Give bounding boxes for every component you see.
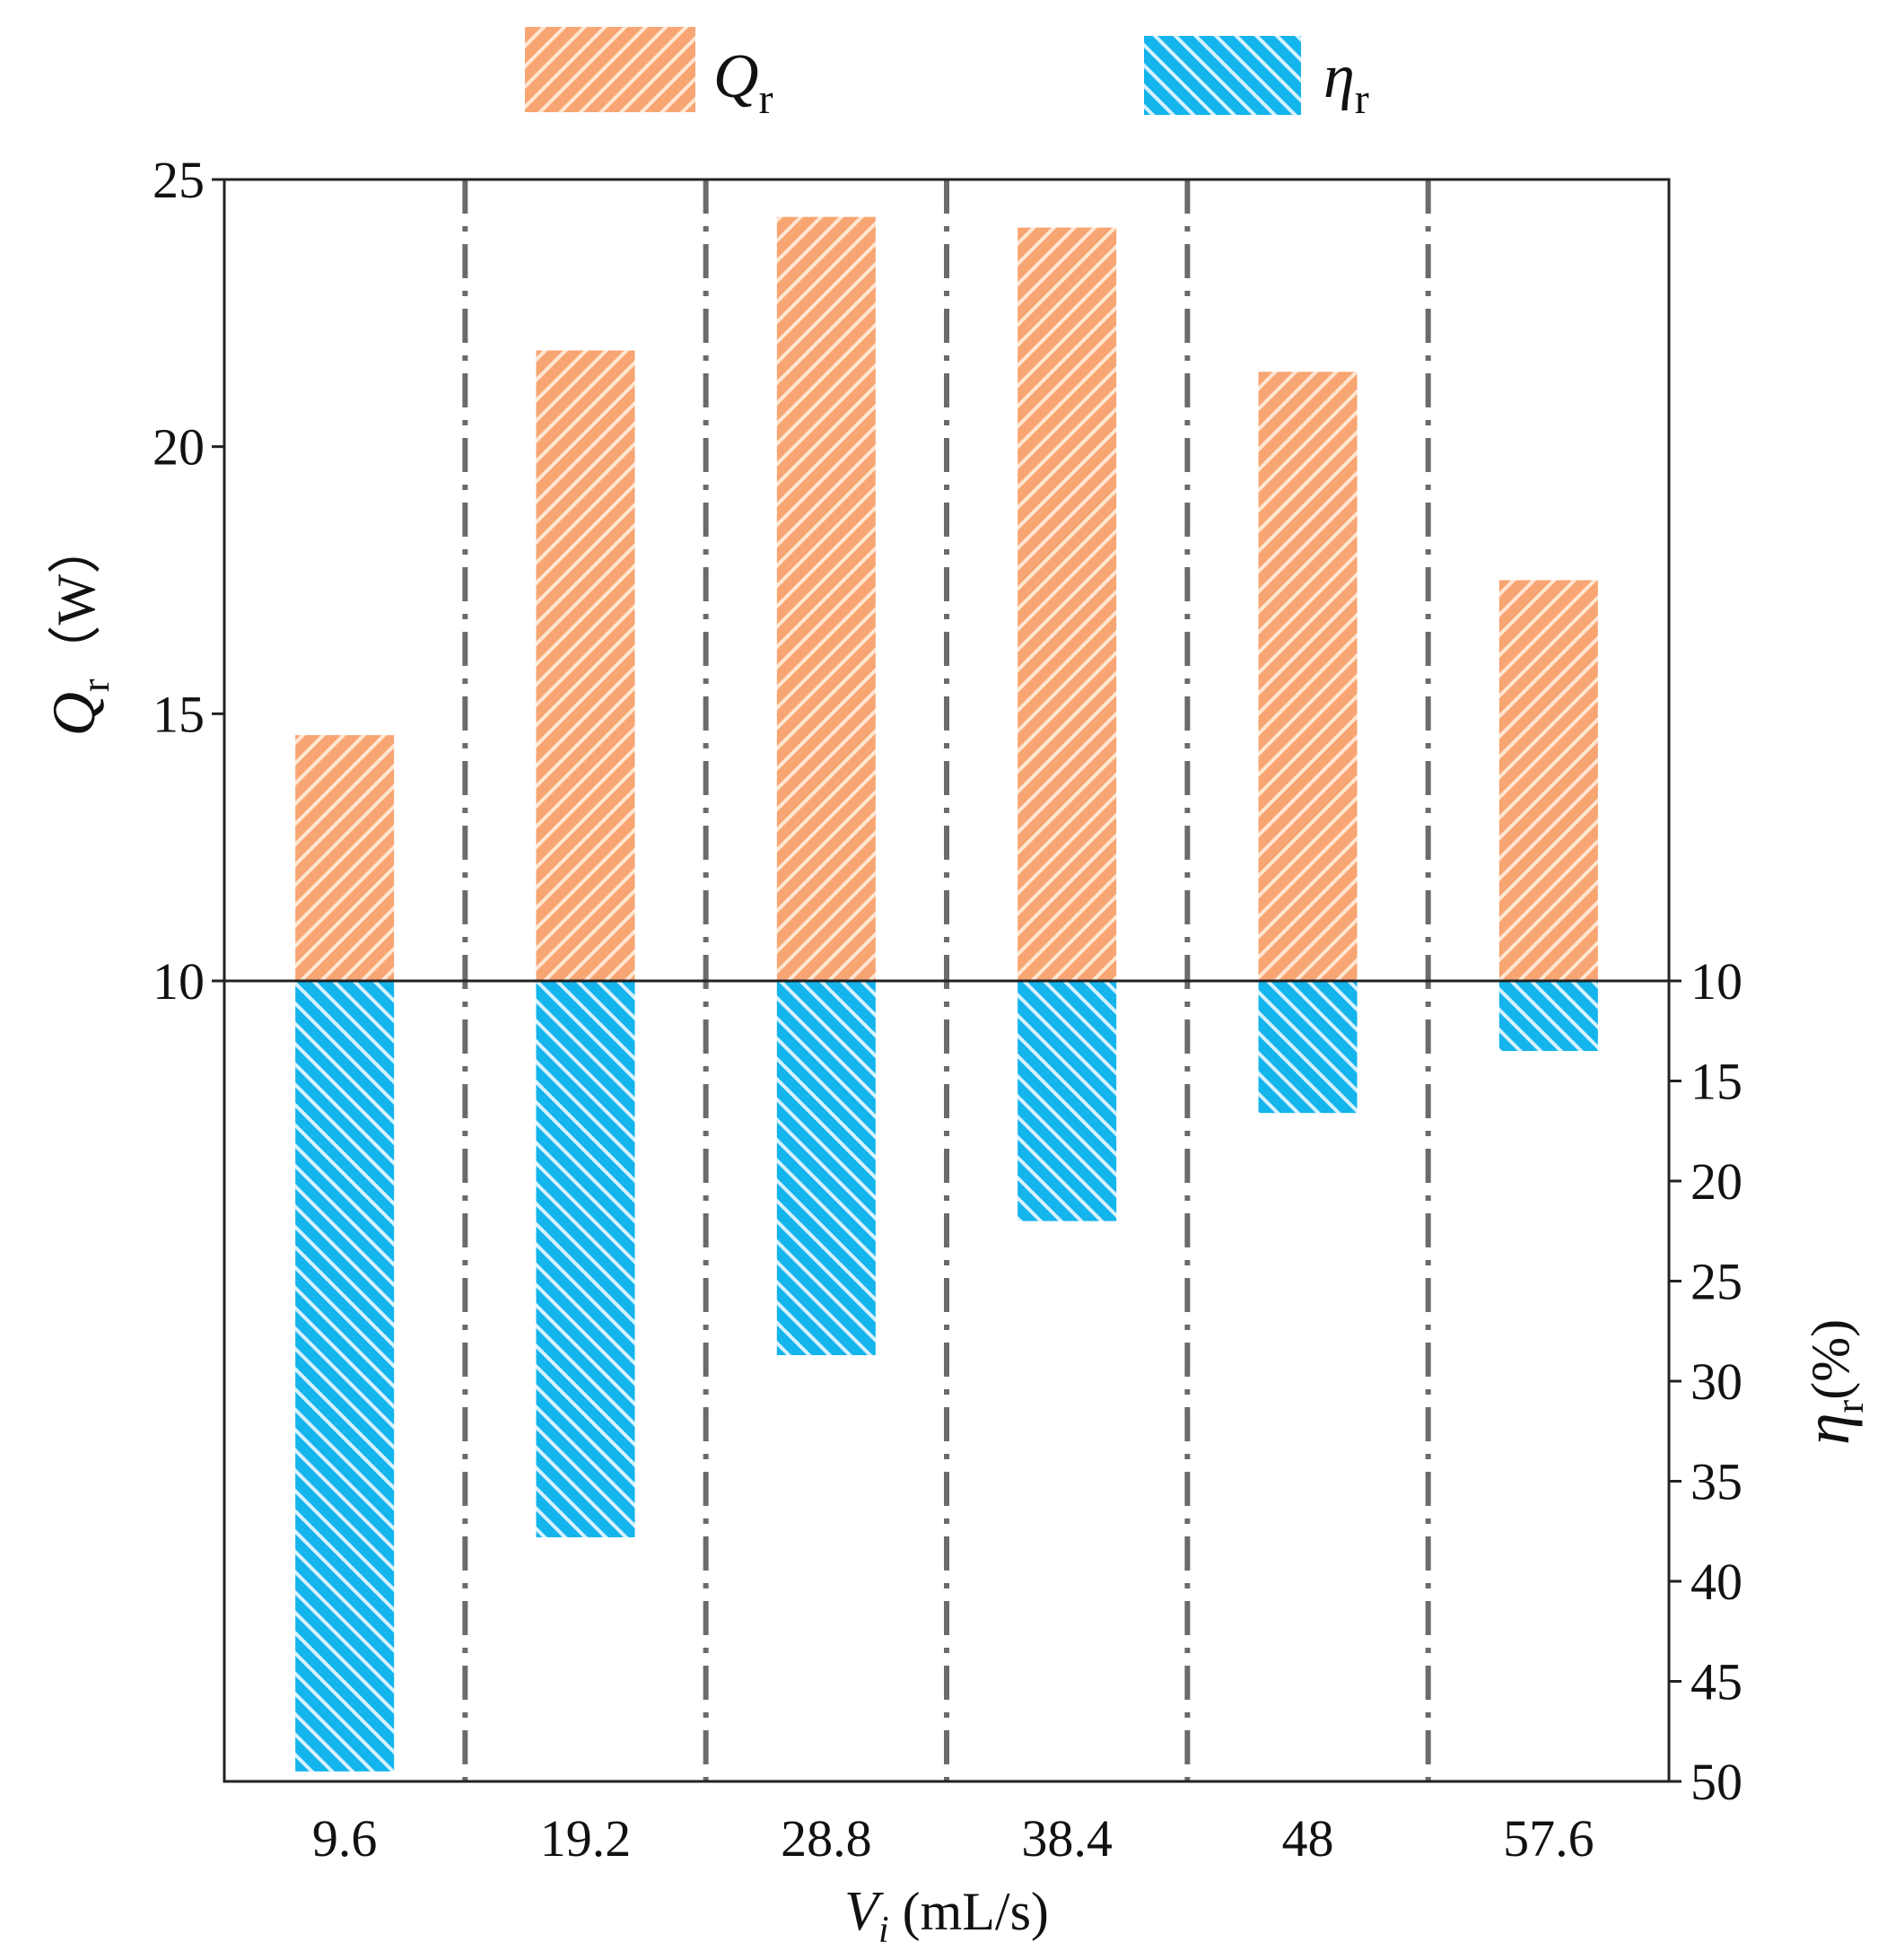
bar-q-r-38.4 [1018, 227, 1117, 981]
bar-eta-r-48 [1258, 981, 1358, 1114]
x-tick-label: 19.2 [540, 1809, 632, 1868]
left-tick-label: 15 [153, 685, 205, 743]
bar-eta-r-38.4 [1018, 981, 1117, 1221]
right-tick-label: 40 [1690, 1553, 1743, 1611]
bar-q-r-28.8 [776, 216, 876, 981]
right-tick-label: 15 [1690, 1053, 1743, 1111]
x-tick-label: 9.6 [312, 1809, 378, 1868]
x-tick-label: 57.6 [1503, 1809, 1594, 1868]
x-axis-label: Vi (mL/s) [844, 1881, 1049, 1951]
left-tick-label: 25 [153, 151, 205, 209]
x-tick-label: 38.4 [1021, 1809, 1113, 1868]
left-axis-label: Qr（W） [39, 521, 118, 736]
left-axis-ticks: 10 15 20 25 [153, 151, 224, 1011]
bar-q-r-48 [1258, 372, 1358, 981]
x-tick-label: 48 [1282, 1809, 1334, 1868]
bar-q-r-19.2 [536, 350, 635, 981]
right-tick-label: 25 [1690, 1253, 1743, 1311]
legend-swatch-eta [1144, 36, 1301, 115]
legend-label-q: Qr [713, 42, 773, 123]
legend-label-eta: ηr [1323, 42, 1369, 123]
right-tick-label: 50 [1690, 1753, 1743, 1811]
right-axis-ticks: 10 15 20 25 30 35 40 45 50 [1669, 952, 1743, 1811]
bar-eta-r-9.6 [295, 981, 395, 1772]
left-tick-label: 20 [153, 418, 205, 477]
right-tick-label: 20 [1690, 1152, 1743, 1211]
right-tick-label: 30 [1690, 1352, 1743, 1411]
bars-q-r [295, 216, 1598, 981]
left-tick-label: 10 [153, 952, 205, 1011]
x-axis-ticks: 9.6 19.2 28.8 38.4 48 57.6 [312, 1809, 1594, 1868]
bars-eta-r [295, 981, 1598, 1772]
right-tick-label: 10 [1690, 952, 1743, 1011]
x-tick-label: 28.8 [781, 1809, 872, 1868]
bar-q-r-57.6 [1498, 580, 1598, 981]
right-axis-label: ηr(%) [1791, 1319, 1872, 1445]
bar-eta-r-19.2 [536, 981, 635, 1537]
right-tick-label: 35 [1690, 1453, 1743, 1511]
bar-eta-r-28.8 [776, 981, 876, 1356]
legend: Qr ηr [525, 27, 1369, 123]
bar-eta-r-57.6 [1498, 981, 1598, 1052]
legend-swatch-q [525, 27, 695, 112]
bar-q-r-9.6 [295, 735, 395, 981]
right-tick-label: 45 [1690, 1653, 1743, 1711]
